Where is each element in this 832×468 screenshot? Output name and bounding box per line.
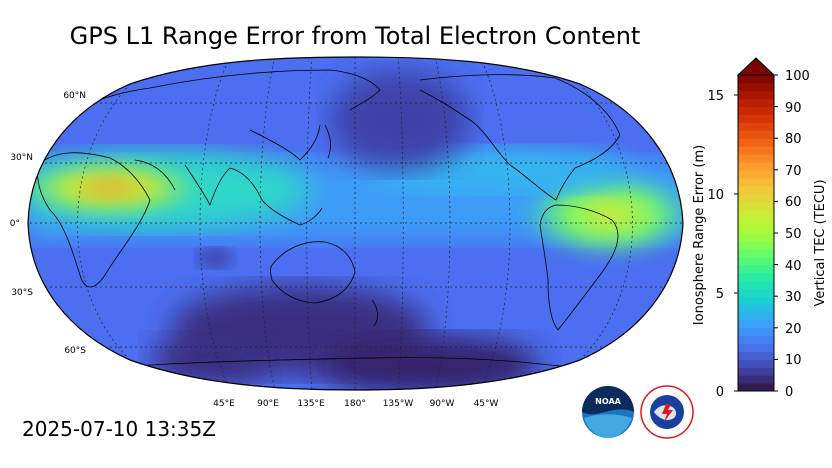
lat-label-60n: 60°N — [63, 91, 86, 101]
range-tick-10: 10 — [707, 188, 724, 203]
colorbar-segment — [738, 296, 774, 305]
range-axis-label: Ionosphere Range Error (m) — [692, 145, 707, 325]
svg-text:NOAA: NOAA — [595, 397, 621, 406]
colorbar: 0 5 10 15 Ionosphere Range Error (m) 0 1… — [692, 57, 828, 400]
lon-label-90w: 90°W — [430, 399, 455, 409]
colorbar-segment — [738, 248, 774, 258]
lat-label-30n: 30°N — [10, 153, 33, 163]
tec-tick-30: 30 — [785, 290, 802, 305]
colorbar-segment — [738, 75, 774, 84]
colorbar-segment — [738, 383, 774, 392]
lat-label-60s: 60°S — [64, 346, 86, 356]
graticule — [28, 57, 683, 390]
tec-tick-20: 20 — [785, 322, 802, 337]
colorbar-segment — [738, 319, 774, 329]
tec-tick-50: 50 — [785, 227, 802, 242]
colorbar-segment — [738, 272, 774, 281]
colorbar-segment — [738, 225, 774, 234]
tec-field — [28, 57, 683, 390]
colorbar-segment — [738, 288, 774, 297]
colorbar-segment — [738, 367, 774, 376]
colorbar-segment — [738, 335, 774, 345]
timestamp: 2025-07-10 13:35Z — [22, 417, 216, 441]
tec-tick-40: 40 — [785, 259, 802, 274]
colorbar-segment — [738, 90, 774, 100]
tec-tick-10: 10 — [785, 353, 802, 368]
colorbar-segment — [738, 193, 774, 202]
map-title: GPS L1 Range Error from Total Electron C… — [69, 22, 641, 50]
coastlines — [37, 69, 681, 379]
colorbar-segment — [738, 327, 774, 337]
tec-tick-80: 80 — [785, 132, 802, 147]
range-tick-5: 5 — [716, 287, 724, 302]
colorbar-segment — [738, 98, 774, 108]
tec-tick-90: 90 — [785, 101, 802, 116]
range-tick-0: 0 — [716, 385, 724, 400]
range-tick-15: 15 — [707, 89, 724, 104]
colorbar-segment — [738, 146, 774, 155]
colorbar-segment — [738, 217, 774, 226]
lat-label-0: 0° — [10, 219, 20, 229]
colorbar-segment — [738, 169, 774, 179]
colorbar-extend-arrow — [736, 57, 776, 76]
colorbar-segment — [738, 359, 774, 368]
colorbar-segment — [738, 114, 774, 123]
lon-label-135w: 135°W — [383, 399, 414, 409]
nws-logo — [640, 385, 694, 439]
tec-tick-0: 0 — [785, 385, 793, 400]
noaa-logo: NOAA — [582, 386, 634, 438]
lon-label-135e: 135°E — [297, 399, 325, 409]
colorbar-segment — [738, 122, 774, 131]
world-map: 60°N 30°N 0° 30°S 60°S 45°E 90°E 135°E 1… — [10, 56, 684, 409]
colorbar-segment — [738, 161, 774, 171]
agency-logos: NOAA — [582, 385, 694, 439]
colorbar-segment — [738, 185, 774, 194]
colorbar-segment — [738, 264, 774, 273]
globe-outline — [27, 56, 684, 391]
lon-label-45w: 45°W — [474, 399, 499, 409]
colorbar-segment — [738, 138, 774, 147]
colorbar-segment — [738, 375, 774, 384]
tec-tick-70: 70 — [785, 164, 802, 179]
lon-label-90e: 90°E — [257, 399, 279, 409]
lon-label-45e: 45°E — [213, 399, 235, 409]
colorbar-segment — [738, 240, 774, 250]
lat-label-30s: 30°S — [11, 288, 33, 298]
colorbar-segment — [738, 304, 774, 313]
tec-tick-100: 100 — [785, 69, 810, 84]
colorbar-segment — [738, 82, 774, 92]
colorbar-segment — [738, 351, 774, 360]
lon-label-180: 180° — [344, 399, 366, 409]
tec-tick-60: 60 — [785, 195, 802, 210]
colorbar-segment — [738, 233, 774, 242]
colorbar-segment — [738, 154, 774, 163]
colorbar-segment — [738, 256, 774, 266]
colorbar-segment — [738, 280, 774, 289]
tec-axis-label: Vertical TEC (TECU) — [813, 179, 828, 306]
colorbar-segment — [738, 106, 774, 115]
colorbar-segment — [738, 177, 774, 187]
colorbar-segment — [738, 209, 774, 218]
colorbar-segment — [738, 312, 774, 321]
colorbar-segment — [738, 201, 774, 210]
colorbar-segment — [738, 130, 774, 139]
colorbar-segments — [738, 75, 774, 392]
colorbar-segment — [738, 343, 774, 352]
